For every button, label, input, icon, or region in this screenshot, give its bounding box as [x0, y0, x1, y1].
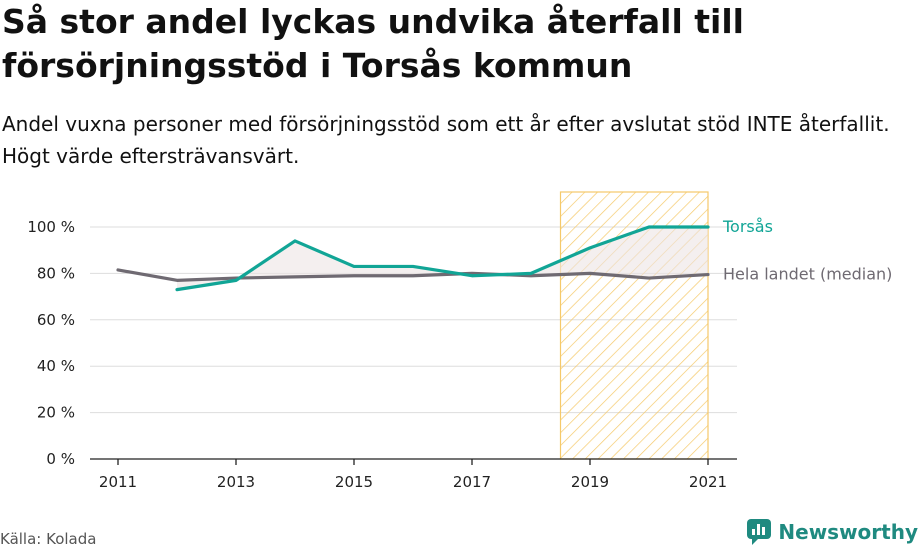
y-tick-label: 60 %	[37, 311, 75, 329]
y-tick-label: 80 %	[37, 264, 75, 282]
newsworthy-logo: Newsworthy	[746, 518, 918, 546]
series-label-torsas: Torsås	[722, 217, 773, 236]
fill-between-area	[177, 227, 708, 290]
chart-title: Så stor andel lyckas undvika återfall ti…	[2, 2, 744, 85]
series-line-torsas	[175, 225, 710, 292]
series-label-national: Hela landet (median)	[723, 265, 892, 284]
x-axis: 2011 2013 2015 2017 2019 2021	[90, 458, 737, 491]
x-tick-label: 2013	[217, 473, 255, 491]
series-line-national	[116, 268, 710, 282]
source-note: Källa: Kolada	[0, 530, 97, 548]
y-tick-label: 100 %	[27, 218, 75, 236]
line-chart: 0 %20 %40 %60 %80 %100 % 2011 2013 2015 201…	[27, 191, 892, 491]
fill-between-polygon	[177, 227, 708, 290]
newsworthy-icon	[747, 519, 772, 545]
x-tick-label: 2017	[453, 473, 491, 491]
series-labels: Torsås Hela landet (median)	[722, 217, 892, 284]
x-tick-label: 2021	[689, 473, 727, 491]
x-tick-label: 2011	[99, 473, 137, 491]
chart-subtitle: Andel vuxna personer med försörjningsstö…	[2, 112, 890, 168]
y-tick-label: 0 %	[46, 450, 75, 468]
series-lines	[116, 225, 710, 292]
x-tick-label: 2015	[335, 473, 373, 491]
x-tick-label: 2019	[571, 473, 609, 491]
gridlines: 0 % 20 % 40 % 60 % 80 % 100 %	[27, 218, 737, 468]
y-tick-label: 20 %	[37, 404, 75, 422]
y-tick-label: 40 %	[37, 357, 75, 375]
brand-name: Newsworthy	[778, 520, 918, 544]
